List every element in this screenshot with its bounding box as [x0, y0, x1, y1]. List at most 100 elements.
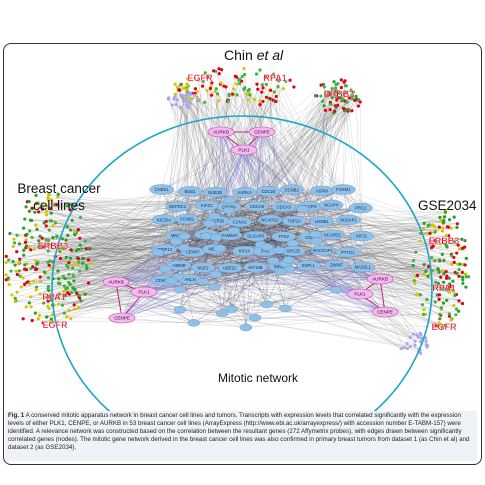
gene-label: CDKN3: [156, 278, 171, 283]
minor-node: [215, 92, 220, 96]
minor-node: [59, 248, 63, 252]
minor-node: [258, 99, 262, 103]
minor-node: [224, 85, 228, 89]
minor-node: [454, 313, 458, 317]
minor-node: [67, 272, 71, 276]
minor-node: [346, 107, 351, 112]
minor-node: [60, 237, 64, 241]
minor-node: [77, 260, 81, 264]
minor-node: [458, 262, 462, 266]
hub-edge: [222, 278, 381, 314]
minor-node: [70, 218, 74, 223]
minor-node: [185, 82, 189, 86]
minor-node: [232, 87, 236, 91]
gene-node: [248, 314, 262, 322]
minor-node: [74, 248, 78, 253]
minor-node: [38, 279, 42, 283]
minor-node: [339, 97, 344, 101]
minor-node: [424, 269, 428, 273]
network-edge: [189, 89, 250, 192]
minor-node: [74, 262, 78, 266]
network-edge: [67, 287, 194, 323]
minor-node: [25, 232, 29, 236]
minor-node: [185, 92, 189, 96]
gene-node: [216, 309, 229, 317]
minor-node: [422, 312, 426, 316]
minor-node: [24, 305, 28, 309]
minor-node: [31, 279, 36, 283]
hub-label: AURKB: [213, 130, 229, 135]
minor-node: [21, 276, 25, 280]
gene-node: [274, 267, 288, 276]
gene-label: NCAPG: [302, 204, 317, 209]
gene-node: [174, 213, 200, 225]
minor-node: [217, 71, 221, 76]
minor-node: [451, 290, 456, 294]
network-edge: [82, 218, 188, 259]
network-edge: [177, 84, 263, 207]
network-edge: [81, 191, 190, 250]
network-edge: [57, 196, 185, 248]
minor-node: [461, 246, 465, 250]
cluster-label: ERBB3: [429, 236, 460, 246]
gene-node: [331, 184, 356, 195]
network-edge: [175, 84, 207, 206]
network-edge: [157, 88, 336, 253]
minor-node: [12, 241, 17, 245]
gene-node: [279, 304, 292, 313]
minor-node: [455, 251, 459, 255]
minor-node: [29, 305, 33, 309]
minor-node: [36, 200, 40, 205]
minor-node: [64, 238, 68, 242]
gene-label: KIF18B: [249, 265, 263, 270]
minor-node: [195, 95, 199, 99]
minor-node: [36, 210, 41, 214]
hub-edge: [161, 131, 263, 190]
gene-label: PRC1: [355, 206, 367, 211]
gene-label: STIL: [261, 249, 271, 254]
gene-node: [296, 205, 309, 213]
hub-edge: [243, 149, 293, 244]
gene-edge: [239, 221, 247, 328]
network-edge: [321, 190, 438, 296]
minor-node: [248, 93, 252, 97]
gene-label: FAM64A: [222, 233, 238, 238]
minor-node: [326, 94, 330, 98]
network-edge: [268, 92, 354, 192]
minor-node: [173, 92, 177, 96]
minor-node: [56, 195, 60, 199]
minor-node: [246, 89, 250, 93]
gene-node: [309, 230, 322, 239]
gene-node: [335, 247, 360, 258]
minor-node: [460, 270, 464, 274]
network-edge: [168, 97, 311, 238]
figure-frame: CHEK1 BUB1 BUB1B AURKA CDC20 CCNB2 ASPM FOXM1 DE…: [3, 43, 482, 465]
network-edge: [230, 222, 444, 269]
network-edge: [236, 77, 349, 220]
network-edge: [27, 201, 180, 290]
minor-node: [319, 94, 323, 98]
minor-node: [208, 86, 213, 91]
minor-node: [442, 258, 446, 263]
minor-node: [405, 342, 409, 346]
network-edge: [72, 230, 234, 288]
gene-node-layer: CHEK1 BUB1 BUB1B AURKA CDC20 CCNB2 ASPM FOXM1 DE…: [149, 184, 375, 332]
network-edge: [36, 200, 230, 204]
minor-node: [82, 257, 86, 261]
minor-node: [217, 67, 221, 71]
network-edge: [172, 104, 215, 217]
network-edge: [15, 190, 322, 266]
minor-node: [213, 89, 217, 94]
gene-node: [349, 230, 374, 242]
hub-edge: [359, 207, 361, 295]
hub-edge: [289, 269, 381, 280]
gene-edge: [186, 218, 256, 237]
minor-node: [457, 267, 461, 272]
minor-node: [174, 103, 178, 107]
minor-node: [45, 204, 50, 208]
hub-node: [207, 126, 235, 138]
minor-node: [464, 256, 469, 261]
gene-node: [282, 215, 307, 227]
minor-node: [175, 98, 179, 102]
minor-node: [322, 85, 326, 89]
